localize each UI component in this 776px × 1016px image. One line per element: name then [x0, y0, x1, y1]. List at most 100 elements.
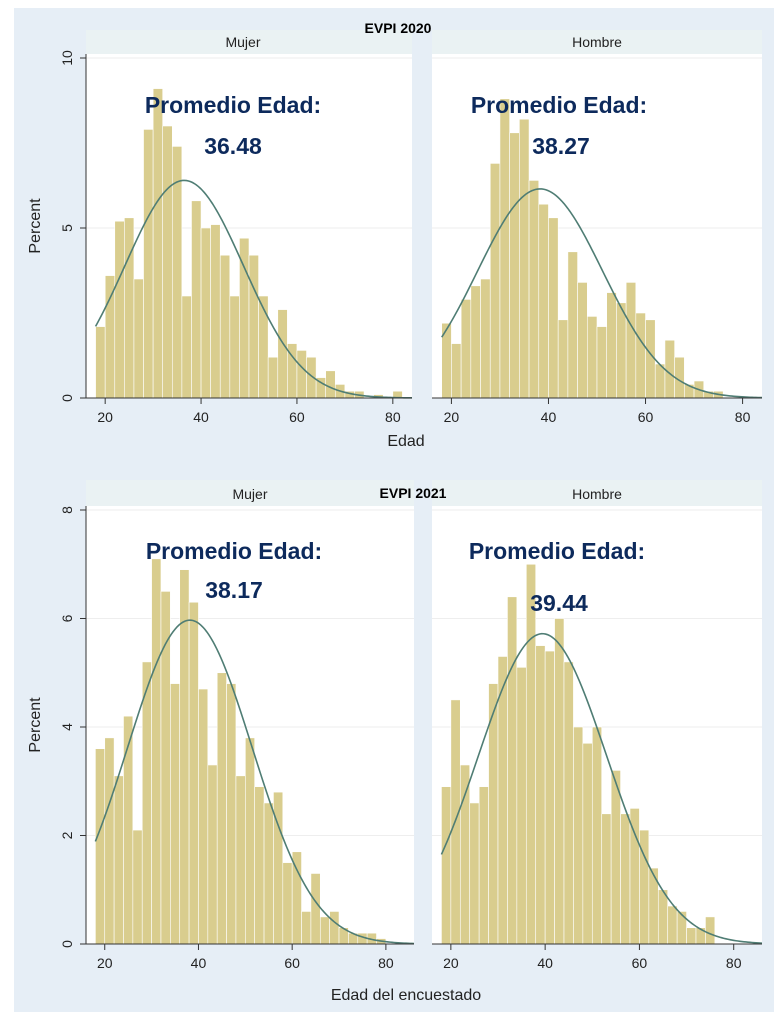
x-tick-label: 20 [444, 409, 460, 425]
x-tick-label: 40 [541, 409, 557, 425]
histogram-bar [535, 645, 546, 945]
strip-header [432, 30, 762, 54]
histogram-bar [577, 282, 588, 399]
histogram-bar [133, 278, 144, 399]
histogram-bar [282, 862, 293, 945]
histogram-bar [625, 282, 637, 399]
histogram-bar [616, 302, 627, 399]
x-tick-label: 80 [385, 409, 401, 425]
histogram-bar [325, 370, 336, 399]
histogram-bar [113, 775, 124, 945]
histogram-bar [235, 775, 246, 945]
x-tick-label: 60 [638, 409, 654, 425]
histogram-bar [554, 618, 565, 945]
histogram-bar [162, 125, 173, 399]
histogram-bar [219, 254, 231, 399]
histogram-bar [620, 813, 631, 945]
y-axis-title: Percent [27, 198, 44, 254]
histogram-bar [610, 770, 621, 945]
histogram-bar [263, 802, 274, 945]
histogram-bar [544, 650, 555, 945]
histogram-bar [104, 275, 116, 399]
x-tick-label: 80 [378, 955, 394, 971]
y-tick-label: 0 [59, 940, 75, 948]
histogram-bar [229, 295, 240, 399]
mean-age-annotation-value: 39.44 [530, 590, 588, 616]
x-tick-label: 20 [443, 955, 459, 971]
histogram-bar [245, 737, 255, 945]
strip-label: Mujer [232, 486, 267, 502]
mean-age-annotation-value: 38.17 [205, 577, 263, 603]
mean-age-annotation-value: 38.27 [532, 133, 590, 159]
chart-title: EVPI 2020 [365, 20, 432, 36]
histogram-bar [207, 764, 218, 945]
histogram-bar [657, 889, 669, 945]
histogram-bar [319, 916, 330, 945]
strip-header [86, 30, 412, 54]
panel-1-1: Hombre 20 40 60 80 Promedio Edad: 39.44 [432, 480, 763, 971]
y-tick-label: 6 [59, 614, 75, 622]
histogram-bar [141, 661, 152, 945]
histogram-bar [310, 873, 321, 945]
x-tick-label: 60 [289, 409, 305, 425]
histogram-bar [676, 911, 687, 945]
histogram-bar [557, 319, 569, 399]
strip-label: Hombre [572, 34, 622, 50]
histogram-bar [582, 742, 593, 945]
histogram-bar [267, 356, 279, 399]
histogram-bar [200, 227, 211, 399]
histogram-bar [188, 601, 199, 945]
histogram-bar [239, 237, 250, 399]
histogram-bar [528, 180, 540, 399]
strip-header [432, 480, 762, 506]
histogram-bar [686, 927, 697, 945]
histogram-bar [601, 813, 612, 945]
histogram-bar [548, 217, 559, 399]
histogram-bar [179, 569, 190, 945]
histogram-bar [507, 596, 518, 945]
histogram-bar [497, 656, 508, 945]
histogram-bar [291, 851, 302, 945]
x-tick-label: 20 [97, 955, 113, 971]
x-axis-title: Edad [387, 433, 424, 450]
histogram-bar [489, 163, 501, 399]
histogram-bar [254, 786, 265, 945]
x-tick-label: 40 [193, 409, 209, 425]
histogram-bar [470, 285, 481, 399]
histogram-bar [198, 688, 209, 945]
x-axis-title: Edad del encuestado [331, 987, 481, 1004]
histogram-bar [441, 786, 452, 945]
histogram-bar [460, 299, 472, 399]
normal-density-curve [94, 619, 415, 945]
mean-age-annotation-label: Promedio Edad: [471, 92, 647, 118]
histogram-bar [210, 224, 221, 399]
mean-age-annotation-label: Promedio Edad: [145, 92, 321, 118]
histogram-bar [258, 295, 269, 399]
histogram-bar [216, 672, 227, 945]
histogram-bar [480, 278, 491, 399]
histogram-bar [95, 748, 106, 945]
histogram-bar [132, 829, 143, 945]
normal-density-curve [441, 188, 763, 399]
y-tick-label: 2 [59, 831, 75, 839]
x-tick-label: 20 [97, 409, 113, 425]
y-tick-label: 4 [59, 723, 75, 731]
y-tick-label: 8 [59, 506, 75, 514]
histogram-bar [191, 200, 202, 399]
panel-0-0: Mujer 20 40 60 80 Promedio Edad: 36.48 [86, 30, 413, 425]
histogram-bar [478, 786, 489, 945]
histogram-bar [596, 326, 608, 399]
histogram-bar [563, 661, 574, 945]
histogram-bar [296, 350, 307, 399]
histogram-bar [151, 558, 162, 945]
histogram-bar [451, 343, 462, 399]
histogram-bar [629, 808, 640, 945]
histogram-bar [124, 217, 135, 399]
y-axis-title: Percent [27, 697, 44, 753]
histogram-bar [104, 737, 115, 945]
histogram-bar [469, 802, 480, 945]
histogram-bar [705, 916, 716, 945]
histogram-bar [114, 220, 125, 399]
normal-density-curve [440, 632, 763, 944]
